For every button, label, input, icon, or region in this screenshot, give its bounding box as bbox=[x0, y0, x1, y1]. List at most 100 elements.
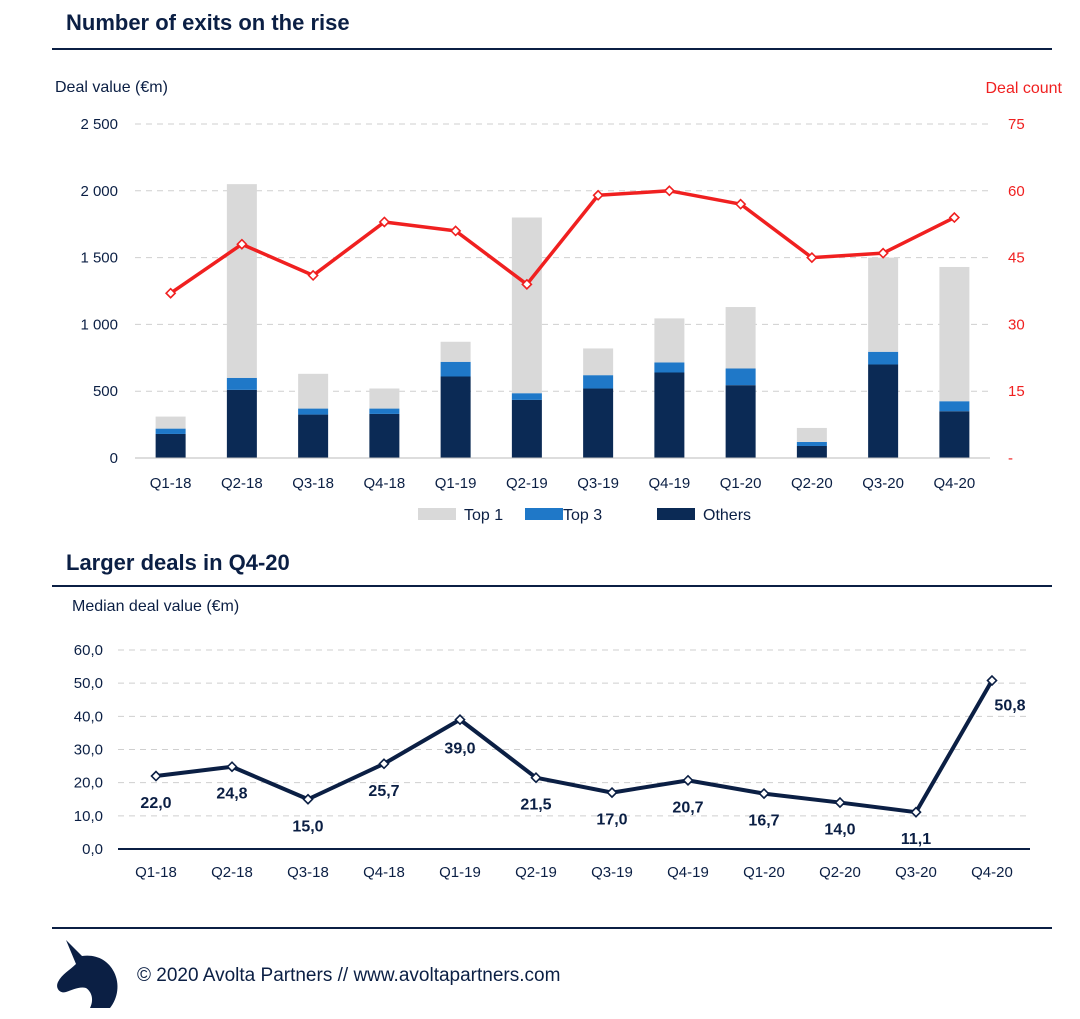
x-tick-label: Q1-18 bbox=[150, 475, 192, 492]
data-label: 16,7 bbox=[748, 813, 779, 830]
bar-top-1 bbox=[298, 373, 329, 409]
deal-count-point bbox=[236, 238, 248, 250]
bar-others bbox=[939, 411, 970, 458]
y2-tick-label: 30 bbox=[1008, 316, 1025, 333]
deal-count-point bbox=[877, 247, 889, 259]
y-tick-label: 1 000 bbox=[80, 316, 118, 333]
bar-others bbox=[511, 399, 542, 458]
median-value-line bbox=[155, 679, 994, 815]
data-label: 22,0 bbox=[140, 795, 171, 812]
median-value-point bbox=[150, 770, 162, 782]
bar-top-3 bbox=[226, 377, 257, 390]
y2-tick-label: 75 bbox=[1008, 116, 1025, 133]
x-tick-label: Q3-20 bbox=[895, 864, 937, 881]
x-tick-label: Q4-20 bbox=[934, 475, 976, 492]
data-label: 20,7 bbox=[672, 799, 703, 816]
legend-swatch bbox=[525, 508, 563, 520]
y2-axis-label: Deal count bbox=[986, 80, 1063, 97]
title-rule bbox=[52, 48, 1052, 50]
median-value-point bbox=[986, 674, 998, 687]
x-tick-label: Q4-19 bbox=[649, 475, 691, 492]
bar-top-3 bbox=[725, 368, 756, 386]
median-value-point bbox=[834, 796, 846, 809]
bar-top-3 bbox=[868, 351, 899, 365]
bar-top-1 bbox=[583, 348, 614, 376]
x-tick-label: Q2-19 bbox=[506, 475, 548, 492]
copyright-text: © 2020 Avolta Partners // www.avoltapart… bbox=[137, 965, 561, 986]
x-tick-label: Q4-18 bbox=[364, 475, 406, 492]
bar-top-3 bbox=[654, 362, 685, 373]
x-tick-label: Q2-19 bbox=[515, 864, 557, 881]
median-value-point bbox=[454, 714, 466, 726]
y2-tick-label: 15 bbox=[1008, 383, 1025, 400]
bar-others bbox=[868, 364, 899, 458]
bar-top-1 bbox=[369, 388, 400, 409]
legend-item-top-1: Top 1 bbox=[418, 507, 503, 524]
bar-others bbox=[796, 445, 827, 458]
bar-top-3 bbox=[369, 408, 400, 414]
x-tick-label: Q3-18 bbox=[287, 864, 329, 881]
bar-top-3 bbox=[583, 375, 614, 389]
y-tick-label: 2 500 bbox=[80, 116, 118, 133]
bar-top-3 bbox=[440, 361, 471, 377]
data-label: 15,0 bbox=[292, 818, 323, 835]
median-value-point bbox=[606, 786, 618, 799]
bar-others bbox=[654, 372, 685, 458]
bar-top-1 bbox=[939, 266, 970, 402]
bar-others bbox=[155, 433, 186, 458]
x-tick-label: Q1-19 bbox=[439, 864, 481, 881]
x-tick-label: Q4-19 bbox=[667, 864, 709, 881]
y-tick-label: 500 bbox=[93, 383, 118, 400]
y-tick-label: 10,0 bbox=[74, 808, 103, 825]
x-tick-label: Q1-19 bbox=[435, 475, 477, 492]
median-value-point bbox=[910, 806, 922, 818]
data-label: 17,0 bbox=[596, 812, 627, 829]
legend-swatch bbox=[418, 508, 456, 520]
deal-count-point bbox=[592, 189, 604, 201]
deal-count-point bbox=[378, 216, 391, 228]
x-tick-label: Q1-18 bbox=[135, 864, 177, 881]
x-tick-label: Q1-20 bbox=[720, 475, 762, 492]
data-label: 14,0 bbox=[824, 822, 855, 839]
bar-top-1 bbox=[440, 341, 471, 362]
data-label: 25,7 bbox=[368, 783, 399, 800]
y-tick-label: 1 500 bbox=[80, 250, 118, 267]
y-tick-label: 0 bbox=[110, 450, 118, 467]
median-value-point bbox=[302, 793, 314, 805]
legend-label: Others bbox=[703, 507, 751, 524]
median-value-point bbox=[226, 761, 238, 773]
y-tick-label: 30,0 bbox=[74, 742, 103, 759]
x-tick-label: Q3-20 bbox=[862, 475, 904, 492]
y-axis-label: Median deal value (€m) bbox=[72, 598, 239, 615]
data-label: 39,0 bbox=[444, 741, 475, 758]
x-tick-label: Q2-20 bbox=[791, 475, 833, 492]
legend-label: Top 3 bbox=[563, 507, 602, 524]
bar-others bbox=[226, 389, 257, 458]
y2-tick-label: 60 bbox=[1008, 183, 1025, 200]
deal-count-point bbox=[307, 269, 319, 282]
legend-item-others: Others bbox=[657, 507, 751, 524]
deal-count-line bbox=[169, 189, 956, 295]
y2-tick-label: - bbox=[1008, 450, 1013, 467]
y-tick-label: 2 000 bbox=[80, 183, 118, 200]
data-label: 50,8 bbox=[994, 698, 1025, 715]
x-tick-label: Q3-19 bbox=[577, 475, 619, 492]
x-tick-label: Q2-20 bbox=[819, 864, 861, 881]
bar-top-3 bbox=[155, 428, 186, 434]
bar-top-1 bbox=[868, 257, 899, 352]
title-rule bbox=[52, 585, 1052, 587]
x-tick-label: Q3-18 bbox=[292, 475, 334, 492]
bar-others bbox=[440, 376, 471, 458]
y-tick-label: 0,0 bbox=[82, 841, 103, 858]
bar-others bbox=[298, 414, 329, 458]
deal-value-chart: Deal value (€m) Deal count 0 500 1 000 1 50… bbox=[55, 79, 1063, 524]
legend-item-top-3: Top 3 bbox=[525, 507, 602, 524]
legend-swatch bbox=[657, 508, 695, 520]
median-deal-value-chart: Median deal value (€m) 0,0 10,0 20,0 30,0 40… bbox=[72, 598, 1030, 881]
legend-label: Top 1 bbox=[464, 507, 503, 524]
median-value-point bbox=[378, 758, 390, 770]
deal-count-point bbox=[521, 278, 533, 290]
median-value-point bbox=[758, 787, 770, 800]
bar-top-1 bbox=[796, 427, 827, 442]
bar-others bbox=[369, 413, 400, 458]
